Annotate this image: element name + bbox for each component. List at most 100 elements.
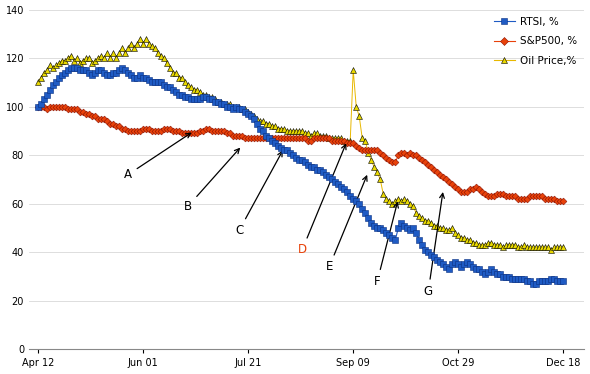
Point xyxy=(478,269,487,275)
Point xyxy=(211,96,220,102)
Point xyxy=(313,135,322,141)
Point xyxy=(441,264,451,270)
Point xyxy=(250,135,259,141)
Point xyxy=(258,118,268,124)
Point xyxy=(289,135,298,141)
Point xyxy=(201,126,211,132)
Point xyxy=(69,65,78,71)
Point xyxy=(237,133,247,139)
Point xyxy=(358,135,367,141)
Point xyxy=(277,135,286,141)
Point xyxy=(316,133,325,139)
Point xyxy=(114,123,124,129)
Point xyxy=(448,261,457,267)
Point xyxy=(382,196,391,202)
Point xyxy=(240,108,250,114)
Point xyxy=(537,193,547,199)
Point xyxy=(360,138,370,144)
Point xyxy=(553,198,562,204)
Point xyxy=(142,74,151,80)
Point xyxy=(327,177,337,183)
Point xyxy=(112,70,121,76)
Point xyxy=(490,269,499,275)
Point xyxy=(240,135,250,141)
Point xyxy=(105,72,114,78)
Point xyxy=(523,245,532,251)
Point xyxy=(507,276,517,282)
Point xyxy=(372,225,382,231)
Point xyxy=(507,193,517,199)
Point xyxy=(306,138,316,144)
Point xyxy=(57,72,67,78)
Point xyxy=(322,172,331,178)
Point xyxy=(178,74,187,80)
Point xyxy=(219,101,229,107)
Point xyxy=(363,147,373,153)
Point xyxy=(84,70,94,76)
Point xyxy=(114,50,124,56)
Point xyxy=(382,154,391,160)
Point xyxy=(520,196,529,202)
Point xyxy=(532,281,541,287)
Point xyxy=(520,276,529,282)
Point xyxy=(135,128,145,134)
Point xyxy=(487,266,496,272)
Point xyxy=(99,55,109,61)
Point xyxy=(225,101,235,107)
Point xyxy=(228,133,238,139)
Point xyxy=(195,96,205,102)
Point xyxy=(330,135,340,141)
Point xyxy=(76,67,85,73)
Point xyxy=(355,113,364,119)
Point xyxy=(352,198,361,204)
Point xyxy=(171,89,181,95)
Point xyxy=(402,152,412,158)
Point xyxy=(451,184,460,190)
Point xyxy=(457,188,466,194)
Point xyxy=(438,174,448,180)
Point xyxy=(93,67,103,73)
Point xyxy=(168,87,178,93)
Point xyxy=(391,198,400,204)
Point xyxy=(294,157,304,163)
Point xyxy=(412,211,421,217)
Point xyxy=(225,131,235,137)
Point xyxy=(448,181,457,187)
Point xyxy=(396,198,406,204)
Point xyxy=(424,218,433,224)
Point xyxy=(244,135,253,141)
Point xyxy=(273,142,283,148)
Point xyxy=(247,113,256,119)
Point xyxy=(123,45,133,51)
Point xyxy=(297,157,307,163)
Point xyxy=(222,104,232,110)
Point xyxy=(244,111,253,117)
Point xyxy=(207,96,217,102)
Point xyxy=(388,159,397,165)
Point xyxy=(460,188,469,194)
Point xyxy=(435,225,445,231)
Point xyxy=(553,279,562,285)
Point xyxy=(261,133,271,139)
Point xyxy=(405,201,415,207)
Point xyxy=(435,259,445,265)
Point xyxy=(394,152,403,158)
Point xyxy=(267,135,277,141)
Point xyxy=(261,135,271,141)
Point xyxy=(432,169,442,175)
Point xyxy=(544,279,553,285)
Point xyxy=(129,128,139,134)
Point xyxy=(493,271,502,277)
Point xyxy=(181,131,190,137)
Point xyxy=(502,193,511,199)
Point xyxy=(165,65,175,71)
Point xyxy=(297,128,307,134)
Point xyxy=(112,55,121,61)
Point xyxy=(42,92,52,98)
Point xyxy=(99,116,109,122)
Point xyxy=(394,196,403,202)
Point xyxy=(78,108,88,114)
Point xyxy=(117,45,127,51)
Point xyxy=(162,84,172,90)
Point xyxy=(297,135,307,141)
